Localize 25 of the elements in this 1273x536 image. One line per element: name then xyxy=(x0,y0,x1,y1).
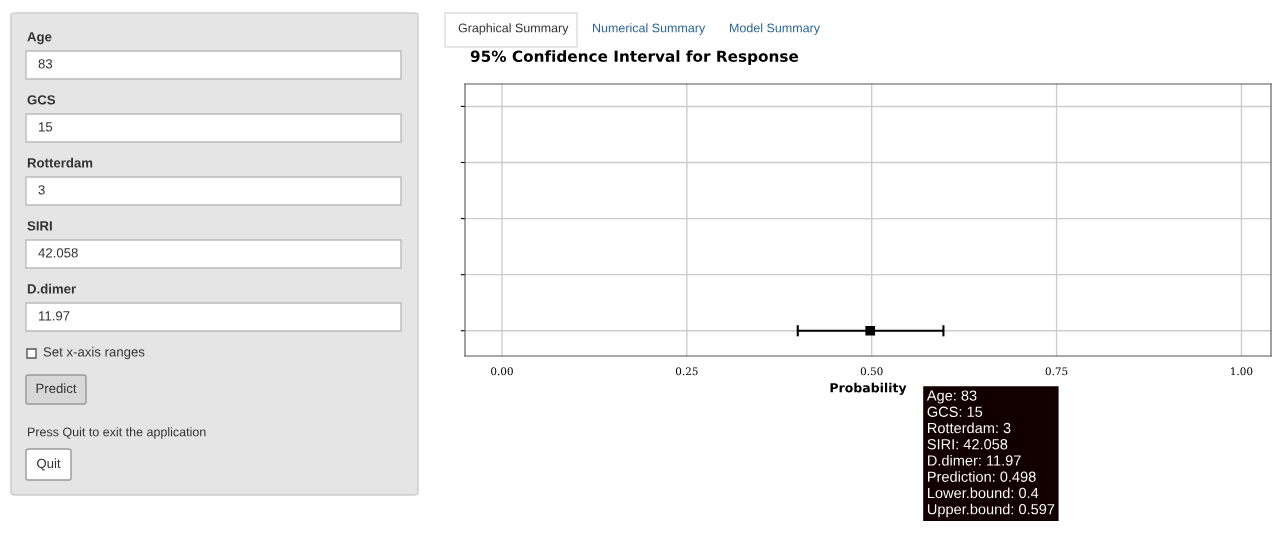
text: Rotterdam xyxy=(27,157,93,168)
x-tick-label: 0.50 xyxy=(860,367,883,376)
text: SIRI xyxy=(27,221,52,231)
text: Age: 83 GCS: 15 Rotterdam: 3 SIRI: 42.058 D.dimer: 11.97 Prediction: 0.498 Lower.bound: 0.4 Upper.bound: 0.597 xyxy=(926,390,1055,518)
text: GCS xyxy=(27,95,56,105)
text: 42.058 xyxy=(38,248,78,258)
x-tick-label: 0.00 xyxy=(491,367,513,376)
x-tick-label: 0.25 xyxy=(675,367,698,376)
text: Model Summary xyxy=(730,23,820,35)
text: D.dimer xyxy=(27,283,76,294)
text: Press Quit to exit the application xyxy=(28,427,206,439)
x-tick-label: 1.00 xyxy=(1231,367,1253,376)
text: Age xyxy=(27,32,52,45)
text: Graphical Summary xyxy=(458,23,569,35)
text: 11.97 xyxy=(39,311,70,321)
text: Predict xyxy=(36,383,77,394)
chart-title: 95% Confidence Interval for Response xyxy=(470,50,799,65)
text: 15 xyxy=(39,122,53,132)
x-axis-title: Probability xyxy=(830,382,907,395)
text: 83 xyxy=(38,59,53,69)
text: Set x-axis ranges xyxy=(43,346,145,360)
text: Numerical Summary xyxy=(593,23,706,35)
text: Quit xyxy=(37,458,61,471)
text: 3 xyxy=(38,185,45,195)
x-tick-label: 0.75 xyxy=(1045,367,1068,376)
